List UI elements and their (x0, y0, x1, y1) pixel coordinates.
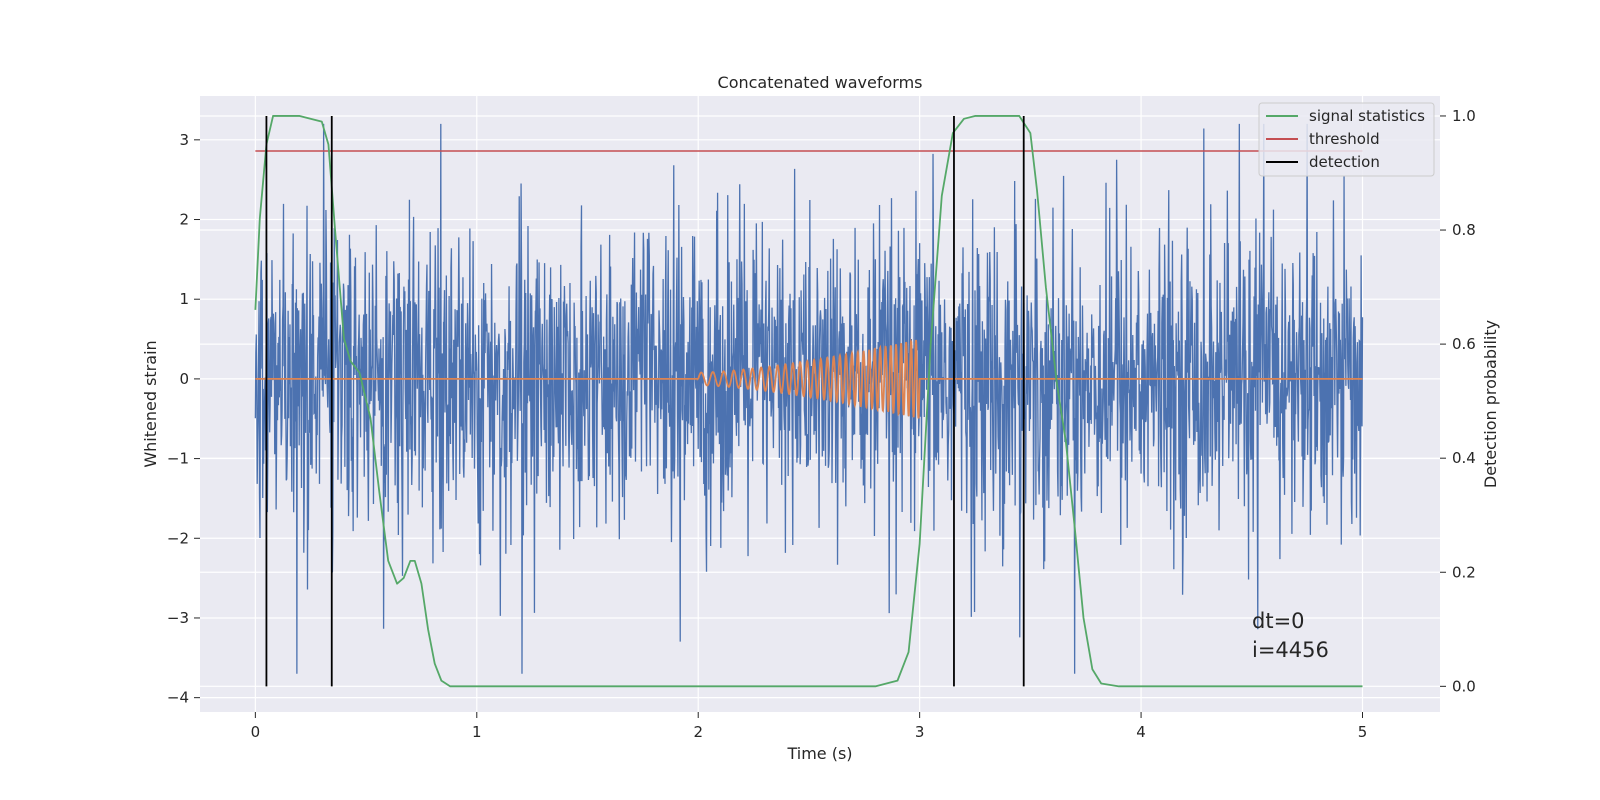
legend-label-detection: detection (1309, 153, 1380, 171)
chart-title: Concatenated waveforms (718, 73, 923, 92)
y-right-tick-label: 0.6 (1452, 335, 1476, 353)
y-tick-label: −1 (167, 450, 189, 468)
x-tick-label: 2 (693, 723, 703, 741)
series-layer (254, 115, 1364, 688)
y-axis-right-title: Detection probability (1481, 320, 1500, 488)
legend-label-threshold: threshold (1309, 130, 1380, 148)
y-tick-label: 0 (179, 370, 189, 388)
series-whitened-strain (254, 123, 1364, 674)
x-tick-label: 0 (251, 723, 261, 741)
x-tick-label: 5 (1358, 723, 1368, 741)
x-tick-label: 3 (915, 723, 925, 741)
y-axis-title: Whitened strain (141, 340, 160, 467)
x-tick-label: 4 (1136, 723, 1146, 741)
y-right-tick-label: 0.0 (1452, 677, 1476, 695)
annotation-index: i=4456 (1252, 638, 1329, 662)
legend-frame (1258, 102, 1435, 177)
annotation-dt: dt=0 (1252, 609, 1305, 633)
ticks: 0 1 2 3 4 5 −4 −3 −2 −1 0 1 2 3 0.0 0.2 0.4 0.6 0.8 1.0 (167, 107, 1476, 741)
x-tick-label: 1 (472, 723, 482, 741)
legend: signal statistics threshold detection (1258, 102, 1435, 177)
annotation: dt=0 i=4456 (1252, 609, 1329, 662)
y-right-tick-label: 0.8 (1452, 221, 1476, 239)
y-tick-label: −3 (167, 609, 189, 627)
y-tick-label: 3 (179, 131, 189, 149)
y-tick-label: 2 (179, 211, 189, 229)
y-right-tick-label: 0.2 (1452, 563, 1476, 581)
series-injected-signal (255, 337, 1363, 419)
y-right-tick-label: 0.4 (1452, 449, 1476, 467)
y-tick-label: 1 (179, 290, 189, 308)
y-right-tick-label: 1.0 (1452, 107, 1476, 125)
y-tick-label: −4 (167, 689, 189, 707)
x-axis-title: Time (s) (786, 744, 852, 763)
y-tick-label: −2 (167, 529, 189, 547)
legend-label-signal-statistics: signal statistics (1309, 107, 1425, 125)
